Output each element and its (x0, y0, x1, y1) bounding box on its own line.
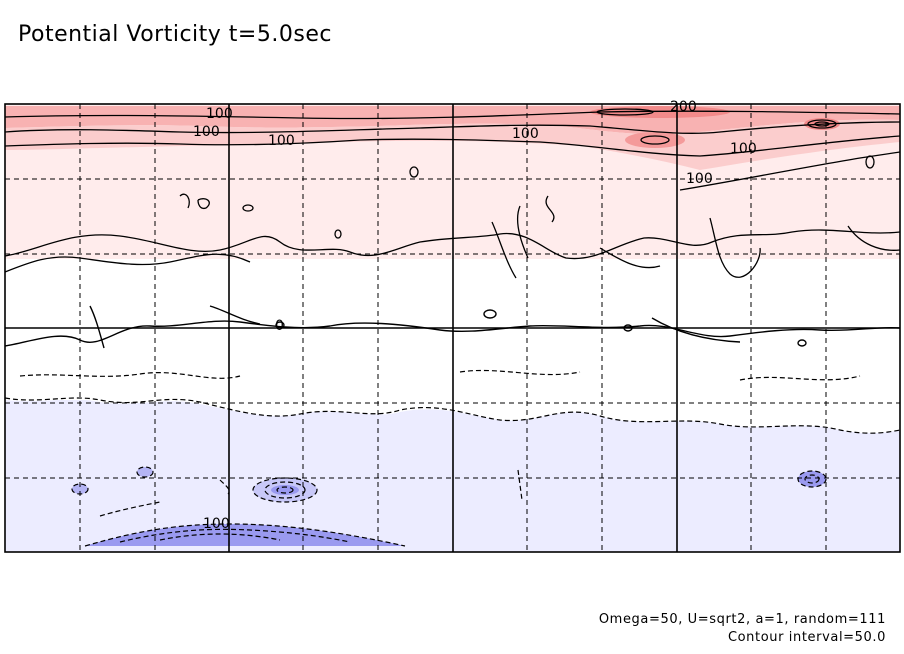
footer-interval: Contour interval=50.0 (727, 630, 886, 645)
contour-labels: 100 100 100 100 100 200 100 0 100 (193, 99, 757, 532)
contour-label-5: 100 (730, 141, 757, 157)
negative-vortex-4 (72, 484, 88, 494)
contour-label-4: 100 (512, 126, 539, 142)
contour-label-2: 100 (193, 124, 220, 140)
contour-label-3: 100 (268, 133, 295, 149)
negative-vortex-2 (798, 471, 826, 487)
footer-params: Omega=50, U=sqrt2, a=1, random=111 (598, 612, 886, 627)
contour-label-9: 100 (203, 516, 230, 532)
negative-vortex-3 (137, 467, 153, 477)
solid-grid (4, 103, 901, 553)
negative-strong-patch (85, 524, 405, 546)
positive-peak-3 (625, 132, 685, 148)
contour-label-6: 200 (670, 99, 697, 115)
plot-frame (4, 103, 901, 553)
contour-label-1: 100 (206, 106, 233, 122)
positive-contours (4, 108, 901, 279)
page-title: Potential Vorticity t=5.0sec (18, 22, 332, 47)
negative-vortex-1-core (271, 485, 299, 495)
contour-label-8: 0 (275, 318, 284, 334)
contour-label-7: 100 (686, 171, 713, 187)
